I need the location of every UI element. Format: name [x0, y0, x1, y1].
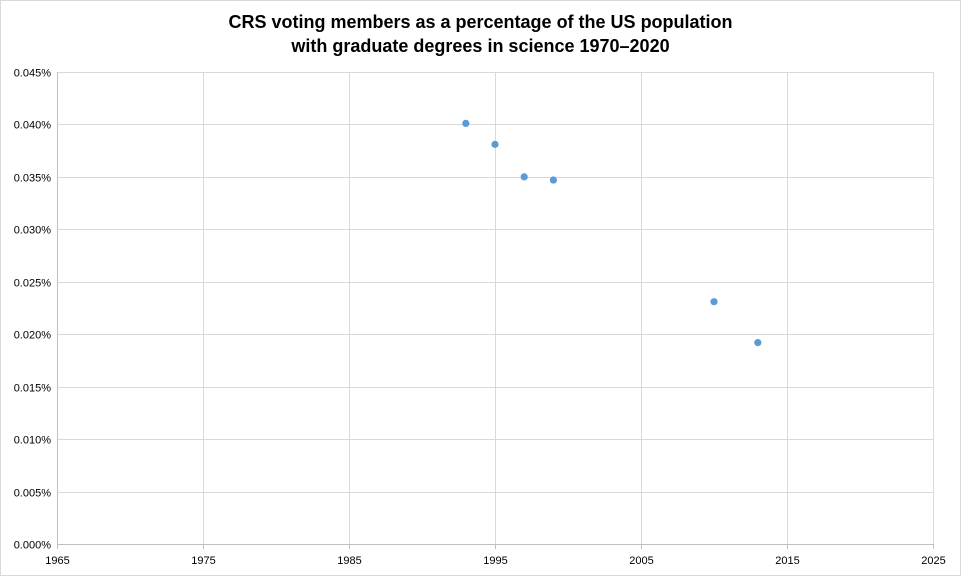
tick-label-layer: 0.000% 0.005% 0.010% 0.015% 0.020% 0.025% 0.03…	[14, 68, 946, 568]
data-point-layer	[462, 119, 762, 347]
x-tick-label: 2005	[629, 555, 653, 567]
data-point	[462, 119, 470, 127]
y-tick-label: 0.025%	[14, 278, 52, 290]
grid-layer	[57, 72, 934, 544]
y-tick-label: 0.020%	[14, 330, 52, 342]
data-point	[520, 173, 528, 181]
data-point	[754, 339, 762, 347]
x-tick-label: 1985	[337, 555, 361, 567]
data-point	[549, 176, 558, 184]
data-point	[710, 298, 718, 306]
x-tick-label: 2015	[775, 555, 799, 567]
y-tick-label: 0.045%	[14, 68, 52, 80]
y-tick-label: 0.010%	[14, 435, 52, 447]
chart-title-line-1: CRS voting members as a percentage of th…	[228, 12, 733, 32]
x-tick-label: 1975	[191, 555, 215, 567]
y-tick-label: 0.000%	[14, 540, 52, 552]
y-tick-label: 0.035%	[14, 173, 52, 185]
x-tick-label: 2025	[921, 555, 945, 567]
y-tick-label: 0.040%	[14, 120, 52, 132]
x-tick-label: 1965	[45, 555, 69, 567]
y-tick-label: 0.030%	[14, 225, 52, 237]
chart-title-line-2: with graduate degrees in science 1970–20…	[291, 36, 670, 56]
y-tick-label: 0.015%	[14, 383, 52, 395]
chart-title: CRS voting members as a percentage of th…	[0, 10, 961, 58]
x-tick-label: 1995	[483, 555, 507, 567]
axis-layer	[57, 72, 934, 549]
y-tick-label: 0.005%	[14, 488, 52, 500]
data-point	[491, 140, 499, 148]
